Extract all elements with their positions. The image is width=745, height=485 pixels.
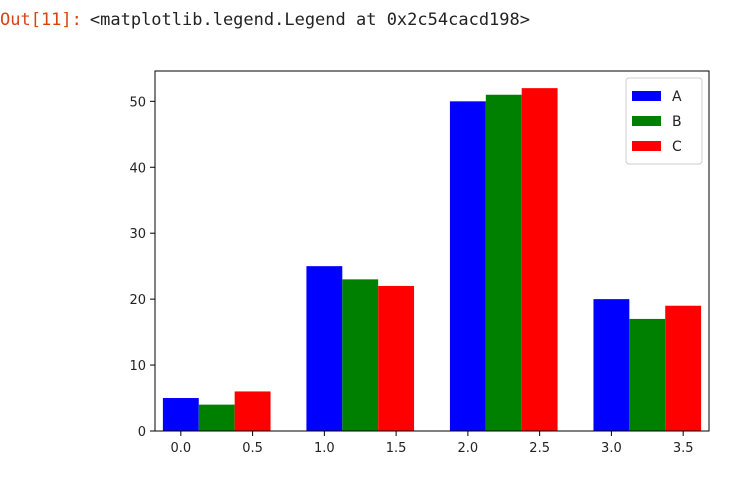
axes-frame — [154, 70, 710, 432]
bar-a-3 — [593, 299, 630, 431]
x-tick-label: 3.0 — [601, 441, 622, 456]
bars-group — [162, 88, 702, 432]
y-tick-label: 20 — [129, 293, 146, 308]
x-tick-label: 0.5 — [242, 441, 263, 456]
bar-a-1 — [306, 266, 343, 431]
x-tick-label: 2.5 — [529, 441, 550, 456]
output-line: Out[11]: <matplotlib.legend.Legend at 0x2… — [0, 10, 745, 32]
bar-c-0 — [234, 391, 271, 431]
x-tick-label: 1.5 — [386, 441, 407, 456]
y-tick-label: 40 — [129, 161, 146, 176]
legend: ABC — [625, 77, 703, 165]
bar-c-1 — [378, 285, 415, 431]
bar-b-2 — [485, 94, 522, 432]
output-prompt: Out[11]: — [0, 10, 82, 30]
y-tick-label: 50 — [129, 95, 146, 110]
legend-swatch-b — [632, 116, 661, 126]
x-tick-label: 2.0 — [458, 441, 479, 456]
legend-label-b: B — [672, 114, 682, 130]
bar-b-0 — [198, 404, 235, 431]
y-tick-label: 0 — [138, 425, 146, 440]
x-tick-label: 1.0 — [314, 441, 335, 456]
x-tick-label: 3.5 — [673, 441, 694, 456]
y-tick-label: 30 — [129, 227, 146, 242]
bar-b-3 — [629, 318, 666, 431]
bar-a-2 — [449, 101, 486, 431]
y-axis: 0 10 20 30 40 50 — [129, 95, 155, 440]
legend-label-c: C — [672, 139, 682, 155]
legend-swatch-c — [632, 141, 661, 151]
x-axis: 0.0 0.5 1.0 1.5 2.0 2.5 3.0 3.5 — [170, 431, 694, 456]
legend-label-a: A — [672, 89, 682, 105]
output-text: <matplotlib.legend.Legend at 0x2c54cacd1… — [89, 10, 530, 30]
bar-c-3 — [665, 305, 702, 431]
x-tick-label: 0.0 — [170, 441, 191, 456]
bar-b-1 — [342, 279, 379, 431]
legend-swatch-a — [632, 91, 661, 101]
y-tick-label: 10 — [129, 359, 146, 374]
bar-c-2 — [521, 88, 558, 431]
bar-a-0 — [162, 398, 199, 431]
